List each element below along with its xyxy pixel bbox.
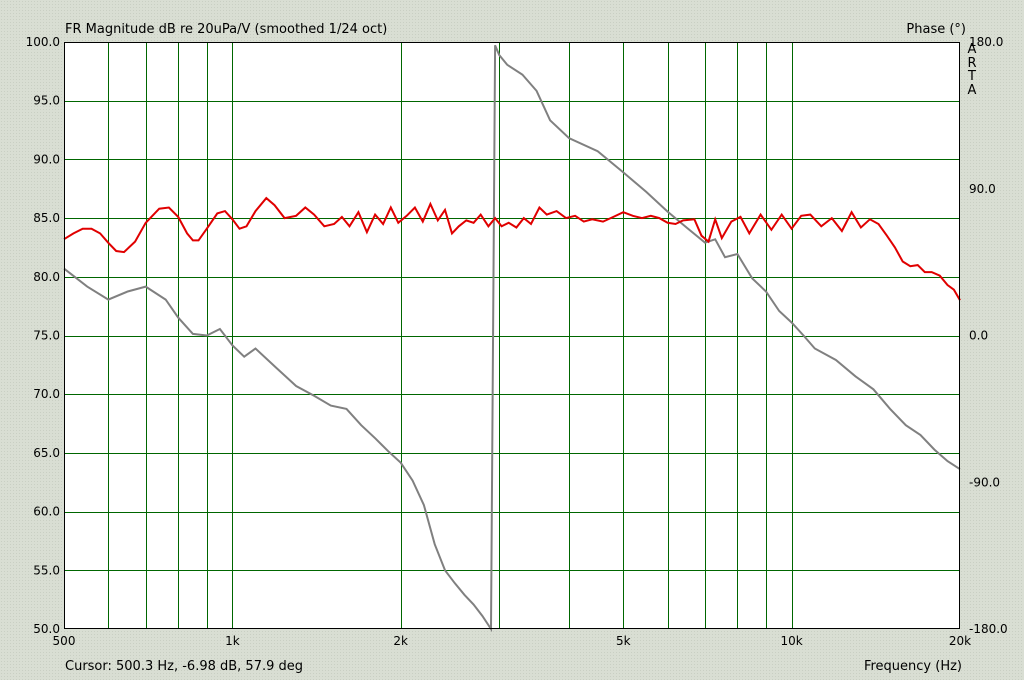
x-tick-label: 500 [53,634,76,648]
plot-area[interactable] [64,42,960,629]
x-axis-ticks: 500 1k 2k 5k 10k 20k [53,634,972,648]
x-tick-label: 1k [225,634,240,648]
y-tick-label: 90.0 [33,152,60,166]
x-tick-label: 10k [781,634,803,648]
y-tick-label: 100.0 [26,35,60,49]
x-axis-label: Frequency (Hz) [863,659,962,674]
watermark-letter: A [967,42,977,57]
y-tick-label: 60.0 [33,505,60,519]
magnitude-series-line [63,196,961,301]
x-tick-label: 5k [616,634,631,648]
watermark-letter: T [968,69,976,84]
arta-watermark: A R T A [965,43,979,97]
x-tick-label: 20k [949,634,971,648]
watermark-letter: R [967,55,977,71]
horizontal-gridlines [64,101,960,571]
phase-series-line [63,44,961,633]
x-tick-label: 2k [393,634,408,648]
cursor-readout: Cursor: 500.3 Hz, -6.98 dB, 57.9 deg [65,659,304,674]
plot-frame [64,42,960,629]
y2-tick-label: 180.0 [969,35,1003,49]
chart-title: FR Magnitude dB re 20uPa/V (smoothed 1/2… [65,22,388,37]
y-tick-label: 80.0 [33,270,60,284]
y-tick-label: 95.0 [33,94,60,108]
watermark-letter: A [967,82,977,98]
y-tick-label: 75.0 [33,329,60,343]
y2-tick-label: -180.0 [969,622,1008,636]
y-tick-label: 55.0 [33,563,60,577]
y-tick-label: 85.0 [33,211,60,225]
y-tick-label: 70.0 [33,387,60,401]
right-axis-ticks: 180.0 90.0 0.0 -90.0 -180.0 [969,35,1008,636]
y-tick-label: 50.0 [33,622,60,636]
y2-tick-label: 90.0 [969,182,996,196]
y2-tick-label: -90.0 [969,475,1000,489]
left-axis-ticks: 100.0 95.0 90.0 85.0 80.0 75.0 70.0 65.0 60.0 55.… [26,35,60,636]
phase-axis-label: Phase (°) [906,22,966,37]
y2-tick-label: 0.0 [969,329,988,343]
y-tick-label: 65.0 [33,446,60,460]
